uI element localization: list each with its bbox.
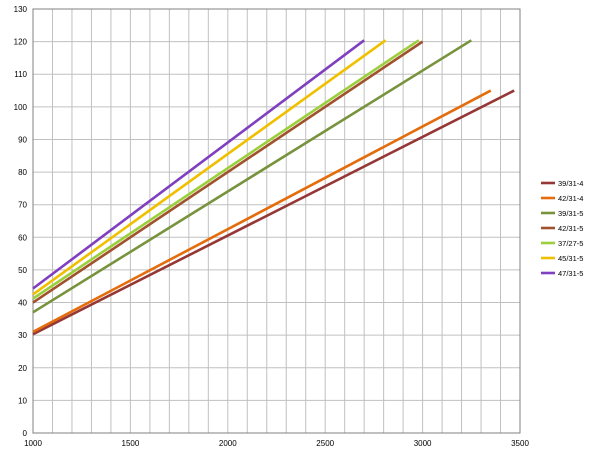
y-tick-label: 0 bbox=[23, 429, 28, 438]
series-line bbox=[32, 39, 365, 290]
x-axis-tick-labels: 1000 1500 2000 2500 3000 3500 bbox=[24, 439, 529, 448]
series-line bbox=[32, 89, 515, 336]
x-tick-label: 2000 bbox=[219, 439, 237, 448]
series-line bbox=[32, 40, 424, 304]
chart-series bbox=[32, 39, 515, 336]
y-tick-label: 100 bbox=[14, 103, 28, 112]
y-tick-label: 70 bbox=[18, 201, 27, 210]
x-tick-label: 3000 bbox=[414, 439, 432, 448]
legend-label: 42/31-5 bbox=[558, 224, 583, 233]
x-tick-label: 3500 bbox=[511, 439, 529, 448]
y-tick-label: 40 bbox=[18, 299, 27, 308]
y-tick-label: 60 bbox=[18, 233, 27, 242]
y-tick-label: 130 bbox=[14, 5, 28, 14]
y-tick-label: 80 bbox=[18, 168, 27, 177]
y-tick-label: 30 bbox=[18, 331, 27, 340]
series-line bbox=[32, 39, 387, 296]
series-line bbox=[32, 39, 420, 300]
y-tick-label: 90 bbox=[18, 135, 27, 144]
legend-label: 39/31-5 bbox=[558, 209, 583, 218]
series-line bbox=[32, 89, 492, 334]
legend-label: 37/27-5 bbox=[558, 239, 583, 248]
chart-gridlines bbox=[32, 8, 521, 434]
y-axis-tick-labels: 0 10 20 30 40 50 60 70 80 90 100 110 120 130 bbox=[14, 5, 28, 438]
x-tick-label: 1500 bbox=[122, 439, 140, 448]
y-tick-label: 50 bbox=[18, 266, 27, 275]
legend-label: 42/31-4 bbox=[558, 194, 583, 203]
y-tick-label: 120 bbox=[14, 38, 28, 47]
legend-label: 47/31-5 bbox=[558, 269, 583, 278]
y-tick-label: 110 bbox=[14, 70, 27, 79]
y-tick-label: 20 bbox=[18, 364, 27, 373]
x-tick-label: 2500 bbox=[316, 439, 334, 448]
chart-legend: 39/31-4 42/31-4 39/31-5 42/31-5 37/27-5 45/31… bbox=[541, 179, 583, 278]
y-tick-label: 10 bbox=[18, 396, 27, 405]
legend-label: 45/31-5 bbox=[558, 254, 583, 263]
plot-area-border bbox=[32, 8, 521, 434]
series-line bbox=[32, 39, 472, 314]
legend-label: 39/31-4 bbox=[558, 179, 583, 188]
x-tick-label: 1000 bbox=[24, 439, 42, 448]
